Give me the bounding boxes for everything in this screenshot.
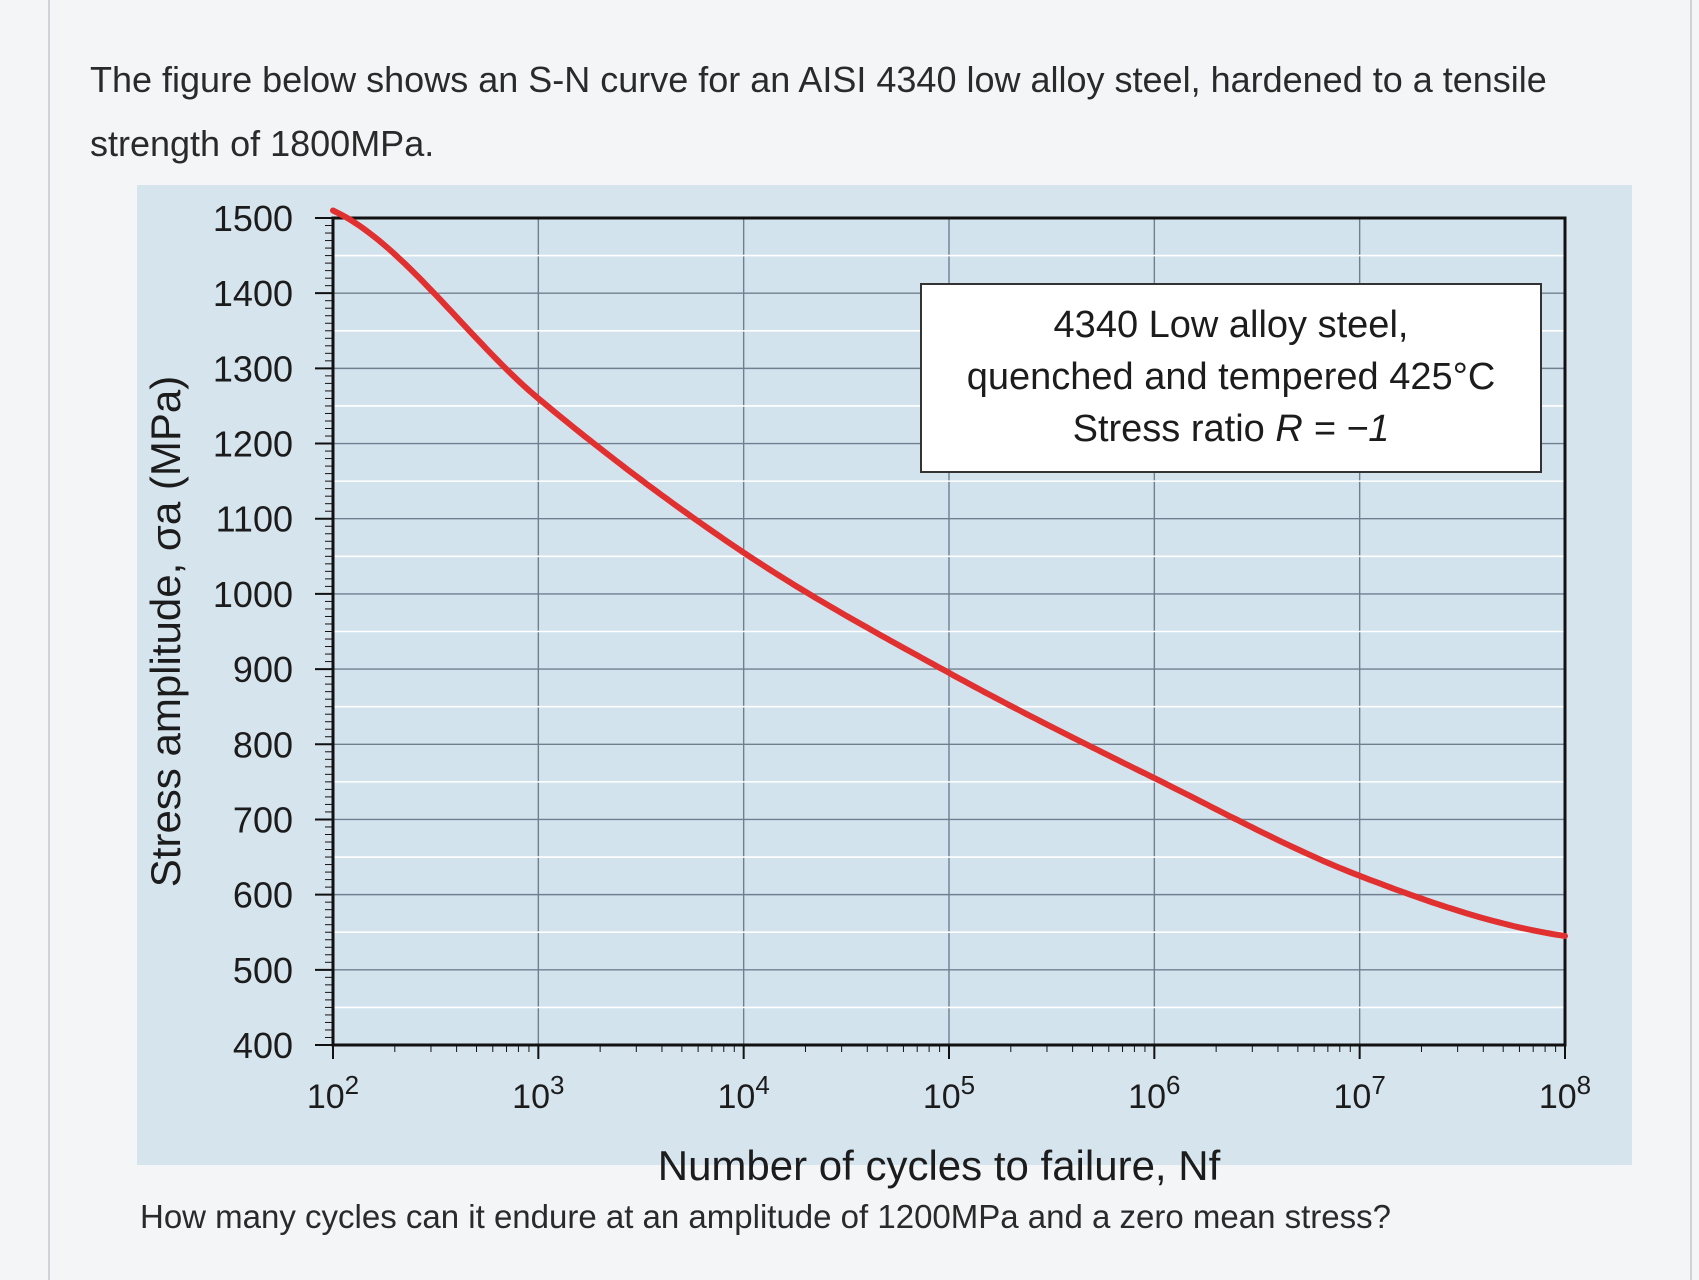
annotation-line-3-text: Stress ratio	[1072, 408, 1276, 450]
frame-border-left	[48, 0, 50, 1280]
question-line-2: strength of 1800MPa.	[90, 123, 435, 164]
annotation-line-3: Stress ratio R = −1	[922, 403, 1540, 455]
y-tick-label: 1500	[213, 198, 293, 239]
x-tick-label: 106	[1128, 1070, 1180, 1116]
question-text: The figure below shows an S-N curve for …	[90, 48, 1650, 176]
x-tick-label: 107	[1334, 1070, 1386, 1116]
y-tick-label: 1000	[213, 574, 293, 615]
x-tick-label: 105	[923, 1070, 975, 1116]
follow-up-question: How many cycles can it endure at an ampl…	[140, 1198, 1392, 1235]
y-tick-label: 1400	[213, 273, 293, 314]
annotation-line-2: quenched and tempered 425°C	[966, 356, 1496, 398]
y-tick-label: 600	[233, 875, 293, 916]
x-tick-label: 102	[307, 1070, 359, 1116]
y-tick-label: 900	[233, 649, 293, 690]
y-tick-label: 1100	[216, 499, 293, 540]
x-tick-label: 103	[512, 1070, 564, 1116]
x-axis-label: Number of cycles to failure, Nf	[658, 1142, 1221, 1189]
y-tick-label: 1200	[213, 424, 293, 465]
annotation-line-1: 4340 Low alloy steel,	[1053, 304, 1409, 346]
y-tick-label: 400	[233, 1025, 293, 1066]
y-tick-label: 800	[233, 724, 293, 765]
x-tick-label: 108	[1539, 1070, 1591, 1116]
x-tick-label: 104	[718, 1070, 770, 1116]
sn-curve-series	[330, 207, 1568, 939]
question-line-1: The figure below shows an S-N curve for …	[90, 59, 1547, 100]
chart-annotation-box: 4340 Low alloy steel, quenched and tempe…	[920, 283, 1542, 473]
y-tick-label: 700	[233, 799, 293, 840]
frame-border-right	[1690, 0, 1692, 1280]
y-tick-label: 1300	[213, 348, 293, 389]
y-axis-label: Stress amplitude, σa (MPa)	[142, 376, 189, 887]
y-tick-label: 500	[233, 950, 293, 991]
annotation-line-3-math: R = −1	[1275, 408, 1390, 450]
